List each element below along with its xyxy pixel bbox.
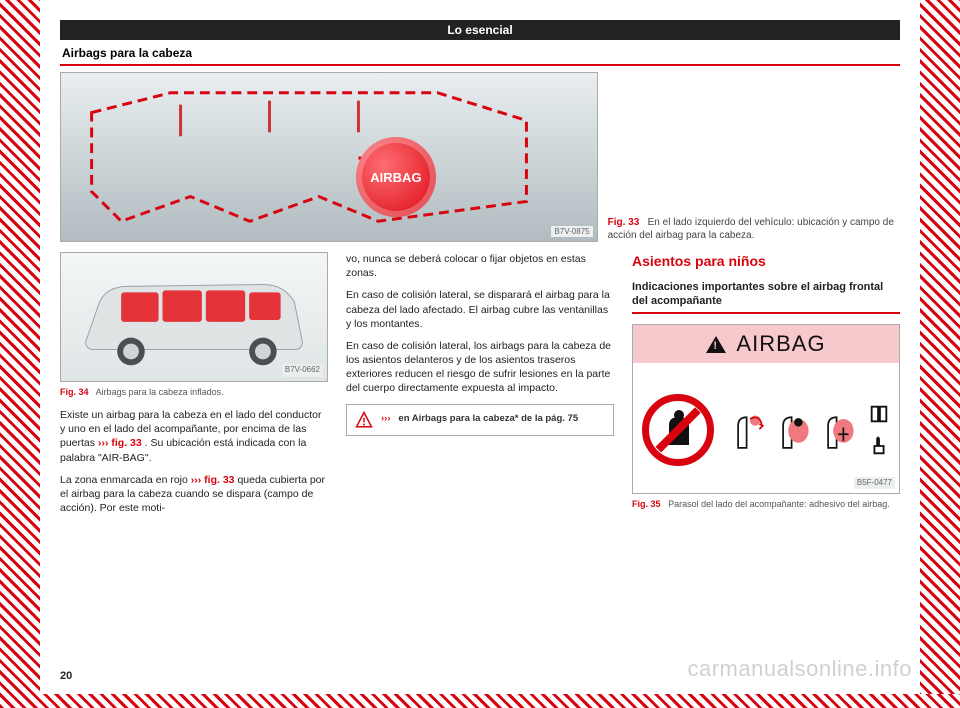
fig34-caption-label: Fig. 34 [60, 387, 89, 397]
warning-chevrons: ››› [381, 413, 391, 424]
col2-p1: vo, nunca se deberá colocar o fijar obje… [346, 252, 614, 280]
fig33-code: B7V-0875 [551, 226, 592, 237]
page-number: 20 [60, 670, 72, 682]
hatch-right [920, 0, 960, 708]
hatch-left [0, 0, 40, 708]
fig34-code: B7V-0662 [282, 364, 323, 377]
fig34-svg [61, 253, 327, 381]
fig34-caption-text: Airbags para la cabeza inflados. [96, 387, 224, 397]
airbag-seat-icons [723, 363, 899, 494]
col-3: Asientos para niños Indicaciones importa… [632, 252, 900, 523]
hero-row: AIRBAG B7V-0875 Fig. 33 En el lado izqui… [60, 72, 900, 242]
airbag-label-word: AIRBAG [736, 329, 825, 359]
section-rule [60, 64, 900, 66]
airbag-label-body [633, 363, 899, 494]
airbag-badge: AIRBAG [356, 137, 436, 217]
fig35-image: AIRBAG [632, 324, 900, 494]
warning-icon [355, 411, 373, 429]
col-2: vo, nunca se deberá colocar o fijar obje… [346, 252, 614, 523]
page-header-title: Lo esencial [447, 23, 512, 37]
seat-diagram-1-icon [733, 408, 767, 452]
hero-figure-wrap: AIRBAG B7V-0875 [60, 72, 598, 242]
section-title: Airbags para la cabeza [60, 46, 900, 64]
col1-p2-ref: ››› fig. 33 [191, 474, 235, 486]
fig33-caption-label: Fig. 33 [608, 217, 640, 228]
airbag-prohibit-wrap [633, 363, 723, 494]
page-header: Lo esencial [60, 20, 900, 40]
prohibit-icon [642, 394, 714, 466]
airbag-label-header: AIRBAG [633, 325, 899, 363]
warning-triangle-icon [706, 336, 726, 353]
col1-p1-ref: ››› fig. 33 [98, 437, 142, 449]
col3-subheading: Indicaciones importantes sobre el airbag… [632, 281, 900, 315]
fig35-caption-text: Parasol del lado del acompañante: adhesi… [668, 499, 890, 509]
fig35-code: B5F-0477 [854, 477, 895, 490]
col1-p2a: La zona enmarcada en rojo [60, 474, 191, 486]
hatch-bottom [0, 694, 960, 708]
mini-icon-column [868, 403, 890, 457]
warning-text: en Airbags para la cabeza* de la pág. 75 [398, 413, 578, 424]
hand-point-icon [868, 435, 890, 457]
fig34-image: B7V-0662 [60, 252, 328, 382]
columns: B7V-0662 Fig. 34 Airbags para la cabeza … [60, 252, 900, 523]
child-seat-icon [649, 401, 709, 461]
seat-diagram-3-icon [823, 408, 857, 452]
page: Lo esencial Airbags para la cabeza AIRBA… [60, 20, 900, 678]
seat-diagram-2-icon [778, 408, 812, 452]
fig33-svg [61, 73, 597, 241]
col-1: B7V-0662 Fig. 34 Airbags para la cabeza … [60, 252, 328, 523]
fig35-caption-label: Fig. 35 [632, 499, 661, 509]
fig35-caption: Fig. 35 Parasol del lado del acompañante… [632, 498, 900, 510]
fig33-caption: Fig. 33 En el lado izquierdo del vehícul… [608, 217, 900, 242]
fig33-image: AIRBAG B7V-0875 [60, 72, 598, 242]
col1-para1: Existe un airbag para la cabeza en el la… [60, 408, 328, 465]
col2-p3: En caso de colisión lateral, los airbags… [346, 339, 614, 396]
warning-box: ››› en Airbags para la cabeza* de la pág… [346, 404, 614, 436]
airbag-badge-text: AIRBAG [370, 170, 421, 185]
col2-p2: En caso de colisión lateral, se disparar… [346, 288, 614, 331]
warning-text-wrap: ››› en Airbags para la cabeza* de la pág… [381, 413, 578, 426]
watermark: carmanualsonline.info [687, 656, 912, 682]
fig33-caption-text: En el lado izquierdo del vehículo: ubica… [608, 217, 894, 241]
manual-icon [868, 403, 890, 425]
col3-heading: Asientos para niños [632, 252, 900, 271]
col1-para2: La zona enmarcada en rojo ››› fig. 33 qu… [60, 473, 328, 516]
fig34-caption: Fig. 34 Airbags para la cabeza inflados. [60, 386, 328, 398]
